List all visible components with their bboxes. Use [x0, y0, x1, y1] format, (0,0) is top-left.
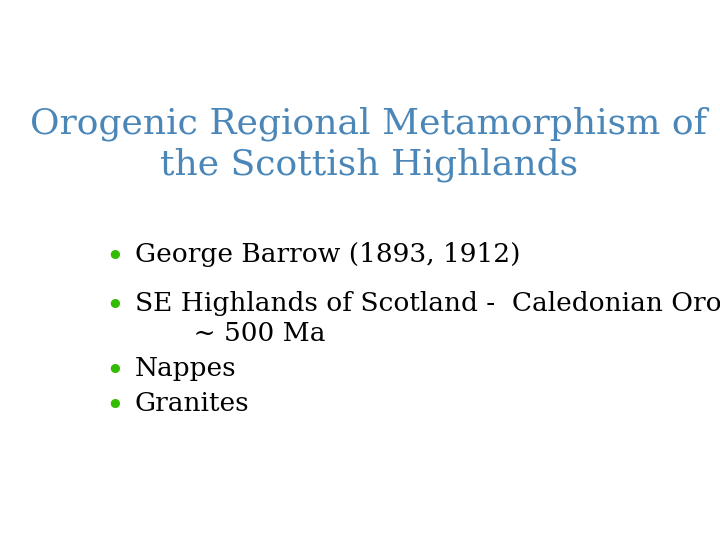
Text: George Barrow (1893, 1912): George Barrow (1893, 1912) — [135, 241, 520, 267]
Text: Nappes: Nappes — [135, 356, 236, 381]
Text: Granites: Granites — [135, 391, 249, 416]
Text: •: • — [106, 356, 125, 387]
Text: Orogenic Regional Metamorphism of
the Scottish Highlands: Orogenic Regional Metamorphism of the Sc… — [30, 106, 708, 182]
Text: SE Highlands of Scotland -  Caledonian Orogeny
       ~ 500 Ma: SE Highlands of Scotland - Caledonian Or… — [135, 292, 720, 347]
Text: •: • — [106, 292, 125, 322]
Text: •: • — [106, 241, 125, 273]
Text: •: • — [106, 391, 125, 422]
